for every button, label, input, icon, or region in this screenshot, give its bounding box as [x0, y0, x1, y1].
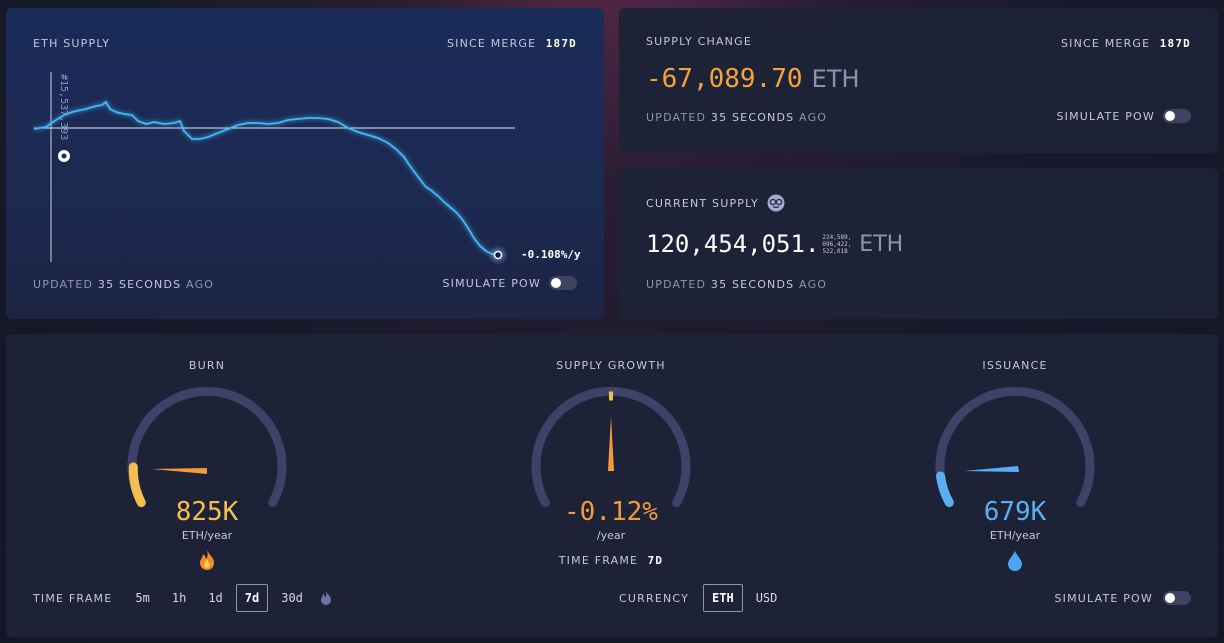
burn-gauge-track: [127, 386, 287, 508]
supply-growth-gauge-needle: [608, 416, 614, 471]
issuance-gauge-fill: [936, 471, 954, 508]
supply-growth-time-frame: TIME FRAME 7d: [558, 554, 664, 567]
issuance-value: 679K: [983, 497, 1047, 527]
merge-block-label: #15,537,393: [58, 74, 69, 141]
time-frame-5m-button[interactable]: 5m: [135, 591, 150, 605]
supply-chart: [33, 72, 515, 265]
current-supply-title: CURRENT SUPPLY: [646, 196, 759, 210]
burn-gauge-needle: [152, 468, 207, 474]
current-supply-header: CURRENT SUPPLY: [646, 194, 785, 212]
simulate-pow-toggle[interactable]: [549, 276, 577, 290]
simulate-pow-toggle[interactable]: [1163, 591, 1191, 605]
currency-selector: CURRENCY ETH USD: [619, 584, 786, 612]
current-supply-value: 120,454,051.: [646, 230, 820, 258]
current-supply-updated: UPDATED 35 SECONDS AGO: [646, 278, 828, 291]
simulate-pow-toggle[interactable]: [1163, 109, 1191, 123]
currency-eth-button[interactable]: ETH: [703, 584, 743, 612]
supply-change-title: SUPPLY CHANGE: [646, 35, 752, 48]
current-supply-value-row: 120,454,051. 224,589, 096,422, 522,018 E…: [646, 230, 903, 258]
supply-rate-label: -0.108%/y: [521, 248, 581, 261]
issuance-gauge-track: [935, 386, 1095, 508]
simulate-pow-label: SIMULATE PoW: [442, 276, 541, 290]
supply-change-since-merge: SINCE MERGE 187d: [1060, 37, 1191, 50]
burn-gauge-fill: [128, 462, 146, 508]
eth-supply-card: ETH SUPPLY SINCE MERGE 187d #15,537,393 …: [6, 8, 604, 319]
gauges-card: BURN 825K ETH/year SUPPLY GROWTH -0.12% …: [6, 334, 1218, 637]
supply-change-value-row: -67,089.70 ETH: [646, 64, 860, 94]
current-point-dot: [493, 250, 503, 260]
issuance-title: ISSUANCE: [982, 359, 1048, 372]
fire-icon: [200, 550, 214, 570]
time-frame-label: TIME FRAME: [33, 591, 113, 605]
time-frame-7d-button[interactable]: 7d: [235, 584, 269, 612]
supply-line: [33, 100, 499, 256]
supply-change-simulate-pow: SIMULATE PoW: [1056, 109, 1191, 123]
burn-gauge: [127, 386, 287, 508]
ultrasound-fire-icon[interactable]: [318, 590, 334, 606]
supply-growth-gauge-track: [531, 386, 691, 508]
since-merge-value: 187d: [545, 37, 577, 50]
gauges-simulate-pow: SIMULATE PoW: [1054, 591, 1191, 605]
current-supply-card: CURRENT SUPPLY 120,454,051. 224,589, 096…: [619, 168, 1218, 319]
time-frame-30d-button[interactable]: 30d: [281, 591, 303, 605]
burn-title: BURN: [188, 359, 226, 372]
issuance-gauge: [935, 386, 1095, 508]
supply-change-card: SUPPLY CHANGE SINCE MERGE 187d -67,089.7…: [619, 8, 1218, 153]
currency-label: CURRENCY: [619, 591, 690, 605]
eth-supply-simulate-pow: SIMULATE PoW: [442, 276, 577, 290]
nerd-face-icon: [767, 194, 785, 212]
supply-growth-unit: /year: [596, 529, 626, 542]
supply-growth-value: -0.12%: [564, 497, 658, 527]
time-frame-1d-button[interactable]: 1d: [208, 591, 223, 605]
droplet-icon: [1008, 551, 1022, 571]
supply-growth-gauge: [531, 386, 691, 508]
supply-change-unit: ETH: [811, 65, 860, 93]
eth-supply-since-merge: SINCE MERGE 187d: [447, 37, 577, 50]
time-frame-1h-button[interactable]: 1h: [171, 591, 187, 605]
issuance-gauge-needle: [964, 466, 1019, 472]
eth-supply-title: ETH SUPPLY: [33, 37, 111, 50]
supply-change-updated: UPDATED 35 SECONDS AGO: [646, 111, 828, 124]
supply-change-value: -67,089.70: [646, 64, 803, 94]
time-frame-selector: TIME FRAME 5m 1h 1d 7d 30d: [33, 584, 334, 612]
eth-supply-updated: UPDATED 35 SECONDS AGO: [33, 278, 215, 291]
supply-growth-title: SUPPLY GROWTH: [556, 359, 666, 372]
burn-value: 825K: [175, 497, 239, 527]
current-supply-unit: ETH: [859, 231, 904, 257]
currency-usd-button[interactable]: USD: [755, 591, 778, 605]
burn-unit: ETH/year: [181, 529, 233, 542]
current-supply-decimals: 224,589, 096,422, 522,018: [822, 233, 852, 255]
since-merge-label: SINCE MERGE: [446, 37, 537, 50]
issuance-unit: ETH/year: [989, 529, 1041, 542]
